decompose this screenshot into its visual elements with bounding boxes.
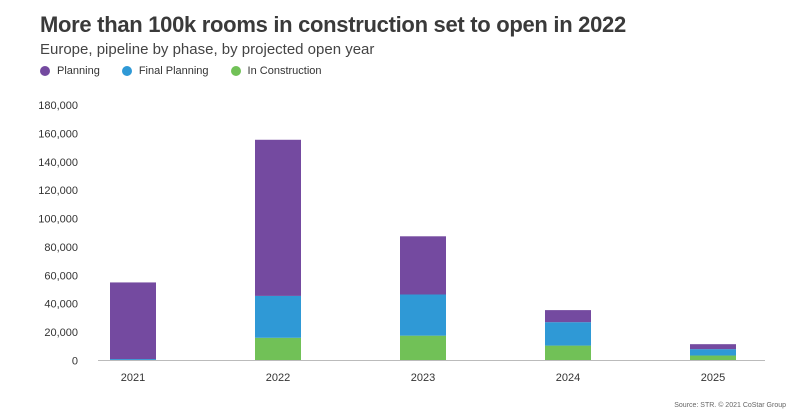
y-tick-label: 140,000 [38,157,78,169]
legend-swatch-final-planning [121,66,132,76]
y-tick-label: 0 [72,356,78,368]
y-tick-label: 100,000 [38,214,78,226]
x-tick-label: 2023 [411,372,435,384]
bar-in-construction-2023 [400,335,446,361]
legend-label-final-planning: Final Planning [138,65,209,77]
bar-planning-2021 [110,282,156,360]
y-tick-label: 160,000 [38,128,78,140]
bar-planning-2023 [400,236,446,295]
legend: Planning Final Planning In Construction [40,65,322,77]
y-tick-label: 20,000 [44,327,78,339]
bar-final-planning-2024 [545,322,591,346]
bar-final-planning-2025 [690,349,736,356]
bar-final-planning-2023 [400,294,446,336]
legend-swatch-in-construction [230,66,241,76]
bar-planning-2022 [255,139,301,296]
bar-in-construction-2024 [545,345,591,361]
y-tick-label: 40,000 [44,299,78,311]
y-tick-label: 60,000 [44,270,78,282]
x-tick-label: 2024 [556,372,580,384]
bar-final-planning-2021 [110,359,156,361]
y-tick-label: 180,000 [38,100,78,112]
legend-label-in-construction: In Construction [247,65,322,77]
legend-item-final-planning: Final Planning [121,65,209,77]
bar-in-construction-2022 [255,337,301,361]
chart-subtitle: Europe, pipeline by phase, by projected … [40,41,375,58]
bar-final-planning-2022 [255,295,301,338]
legend-label-planning: Planning [57,65,100,77]
source-note: Source: STR. © 2021 CoStar Group [674,402,786,409]
x-tick-label: 2022 [266,372,290,384]
y-tick-label: 120,000 [38,185,78,197]
legend-item-in-construction: In Construction [230,65,322,77]
y-tick-label: 80,000 [44,242,78,254]
legend-item-planning: Planning [40,65,100,77]
bar-planning-2024 [545,310,591,323]
legend-swatch-planning [40,66,50,76]
x-tick-label: 2021 [121,372,145,384]
chart-title: More than 100k rooms in construction set… [40,12,626,37]
bar-in-construction-2025 [690,355,736,361]
bar-planning-2025 [690,344,736,350]
x-tick-label: 2025 [701,372,725,384]
